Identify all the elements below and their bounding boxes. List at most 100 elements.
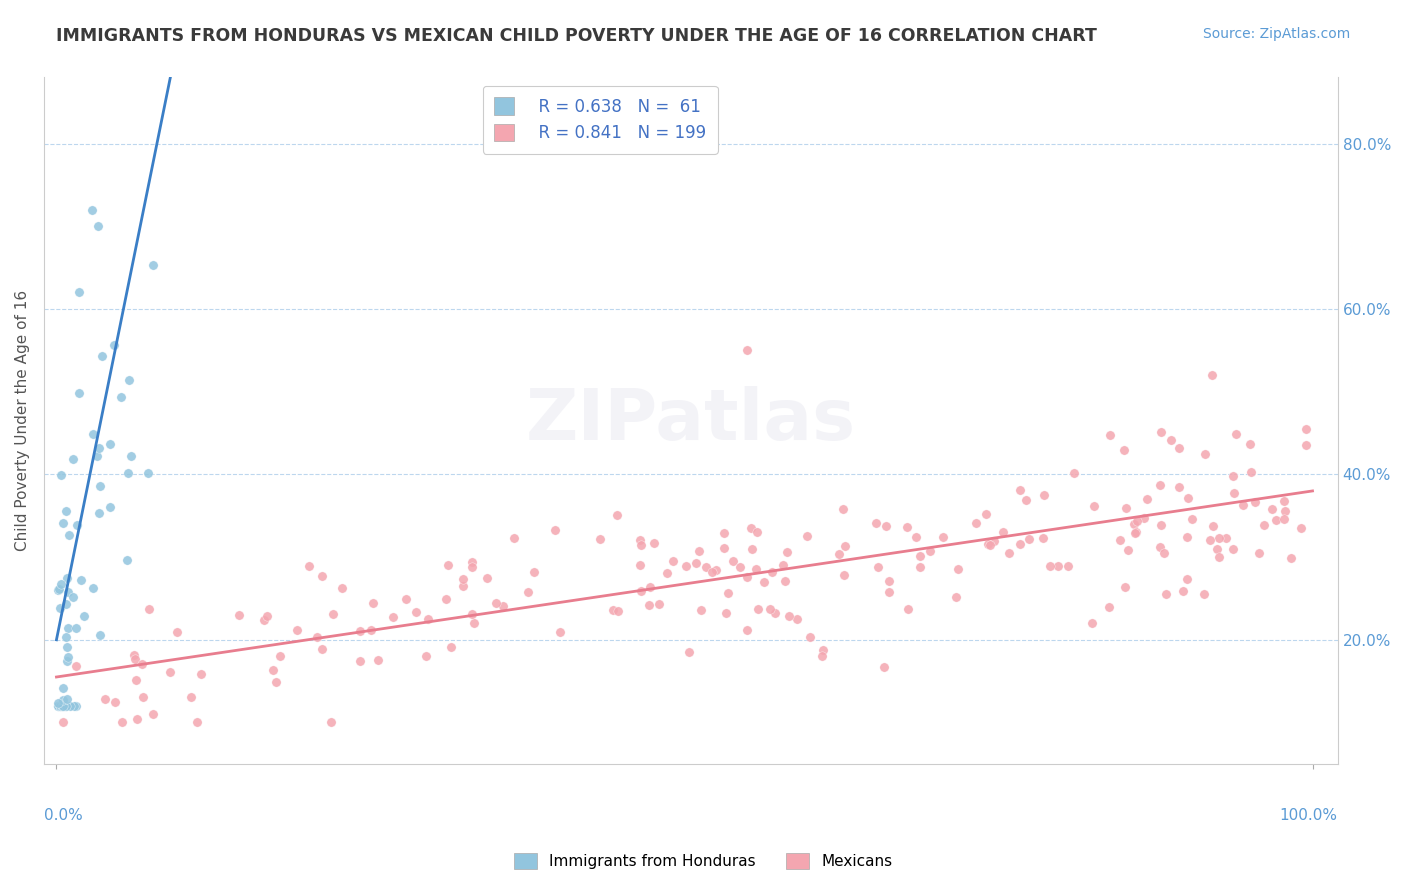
Point [776,544,799,558]
Point [991,524,1014,539]
Point [1177,491,1199,506]
Point [523,565,546,579]
Point [638,580,661,594]
Point [46,698,69,713]
Point [1289,521,1312,535]
Point [58,528,80,542]
Point [811,643,834,657]
Point [1244,495,1267,509]
Point [55,630,77,644]
Point [1150,425,1173,439]
Point [349,654,371,668]
Point [1114,442,1136,457]
Point [643,535,665,549]
Point [1039,558,1062,573]
Point [896,519,918,533]
Point [910,549,932,564]
Point [865,516,887,531]
Point [1160,434,1182,448]
Point [62,452,84,467]
Point [1125,524,1147,539]
Point [159,665,181,679]
Point [55,698,77,713]
Point [125,673,148,688]
Point [945,590,967,604]
Point [51,577,73,591]
Point [772,558,794,573]
Point [796,529,818,543]
Point [55,571,77,585]
Point [713,526,735,541]
Point [1010,537,1032,551]
Point [89,478,111,492]
Point [461,555,484,569]
Point [728,559,751,574]
Point [228,608,250,623]
Point [630,538,652,552]
Point [1081,615,1104,630]
Point [138,602,160,616]
Point [1167,480,1189,494]
Point [49,698,72,713]
Point [1232,498,1254,512]
Point [1240,465,1263,479]
Point [747,601,769,615]
Point [1265,513,1288,527]
Point [115,553,138,567]
Point [89,628,111,642]
Point [136,466,159,480]
Point [763,606,786,620]
Point [65,658,87,673]
Point [647,597,669,611]
Point [52,681,75,695]
Point [811,648,834,663]
Point [1167,441,1189,455]
Point [124,652,146,666]
Point [142,706,165,721]
Point [700,565,723,579]
Point [98,436,121,450]
Point [979,538,1001,552]
Point [717,586,740,600]
Point [52,516,75,531]
Point [475,571,498,585]
Y-axis label: Child Poverty Under the Age of 16: Child Poverty Under the Age of 16 [15,290,30,551]
Point [735,569,758,583]
Point [897,602,920,616]
Text: ZIPatlas: ZIPatlas [526,386,856,455]
Point [740,521,762,535]
Point [56,621,79,635]
Point [104,695,127,709]
Point [675,558,697,573]
Point [65,698,87,713]
Point [1272,512,1295,526]
Point [55,504,77,518]
Point [716,606,738,620]
Point [48,582,70,596]
Point [285,623,308,637]
Point [434,592,457,607]
Point [1123,526,1146,541]
Point [120,449,142,463]
Point [866,560,889,574]
Point [111,715,134,730]
Text: Source: ZipAtlas.com: Source: ZipAtlas.com [1202,27,1350,41]
Point [1201,368,1223,383]
Point [1156,587,1178,601]
Point [932,530,955,544]
Point [82,581,104,595]
Point [873,659,896,673]
Point [451,572,474,586]
Point [117,466,139,480]
Point [141,258,163,272]
Point [51,698,73,713]
Point [1136,491,1159,506]
Point [721,554,744,568]
Point [1199,533,1222,547]
Point [56,640,79,655]
Point [661,554,683,568]
Point [1008,483,1031,497]
Point [298,559,321,574]
Point [689,603,711,617]
Point [706,563,728,577]
